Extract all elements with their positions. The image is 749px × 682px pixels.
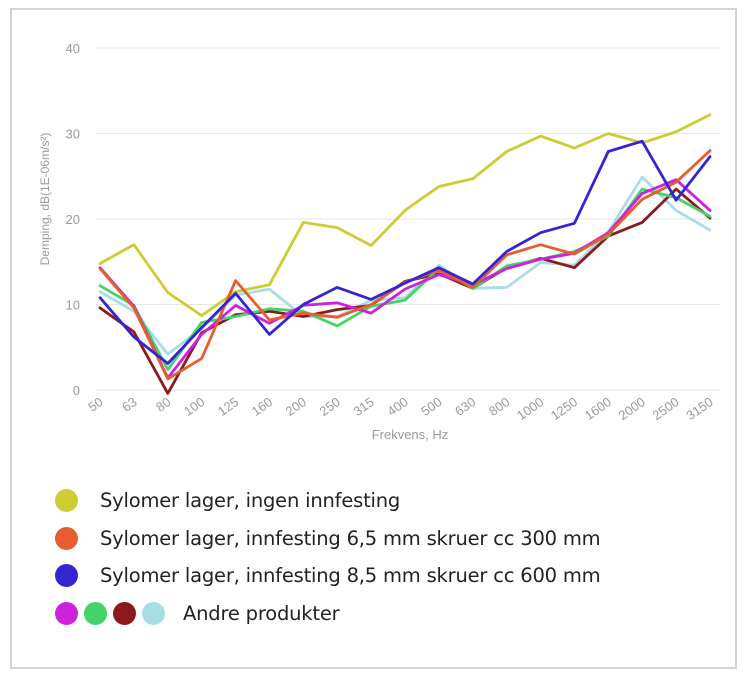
legend-label: Sylomer lager, innfesting 8,5 mm skruer …: [100, 564, 601, 588]
y-tick-label: 20: [66, 212, 80, 227]
y-axis-label: Demping, dB(1E-06m/s²): [38, 133, 52, 266]
legend-label: Sylomer lager, innfesting 6,5 mm skruer …: [100, 526, 601, 550]
legend-swatch-magenta: [55, 601, 78, 625]
legend-item: Andre produkter: [55, 595, 715, 633]
x-tick-label: 160: [249, 394, 275, 419]
legend-item: Sylomer lager, ingen innfesting: [55, 482, 715, 520]
x-tick-label: 1600: [582, 394, 614, 423]
x-tick-label: 1250: [548, 394, 580, 423]
x-tick-label: 315: [350, 394, 376, 419]
legend-item: Sylomer lager, innfesting 6,5 mm skruer …: [55, 520, 715, 558]
x-axis-label: Frekvens, Hz: [372, 427, 449, 442]
legend-swatch-green: [84, 601, 107, 625]
x-tick-label: 500: [418, 394, 444, 419]
y-tick-label: 10: [66, 298, 80, 313]
y-tick-label: 30: [66, 127, 80, 142]
legend-swatch-yellow: [55, 489, 78, 513]
x-tick-label: 100: [181, 394, 207, 419]
x-tick-label: 125: [215, 394, 241, 419]
legend-swatch-lightblue: [142, 601, 165, 625]
x-tick-label: 63: [119, 394, 139, 415]
series-line: [98, 187, 712, 371]
legend-swatch-orange: [55, 526, 78, 550]
line-chart: 0 10 20 30 40 50 63 80 100 125 160 200 250 315 400 500…: [38, 41, 720, 442]
y-tick-label: 0: [73, 383, 80, 398]
x-tick-label: 800: [486, 394, 512, 419]
legend-label: Sylomer lager, ingen innfesting: [100, 489, 401, 513]
grid: [96, 47, 720, 391]
x-tick-label: 50: [85, 394, 105, 415]
x-tick-label: 250: [317, 394, 343, 419]
series-line: [98, 139, 712, 365]
x-tick-label: 200: [283, 394, 309, 419]
x-tick-label: 2000: [616, 394, 648, 423]
legend-swatch-darkred: [113, 601, 136, 625]
legend: Sylomer lager, ingen innfesting Sylomer …: [55, 482, 715, 632]
x-ticks: 50 63 80 100 125 160 200 250 315 400 500 630 800 1000…: [85, 394, 715, 423]
legend-item: Sylomer lager, innfesting 8,5 mm skruer …: [55, 557, 715, 595]
series-line: [98, 175, 712, 356]
series-line: [98, 149, 712, 381]
x-tick-label: 2500: [650, 394, 682, 423]
x-tick-label: 630: [452, 394, 478, 419]
series-line: [98, 113, 712, 318]
x-tick-label: 1000: [514, 394, 546, 423]
y-ticks: 0 10 20 30 40: [66, 41, 80, 398]
y-tick-label: 40: [66, 41, 80, 56]
x-tick-label: 80: [153, 394, 173, 415]
x-tick-label: 400: [384, 394, 410, 419]
figure-frame: [10, 8, 737, 669]
legend-swatch-blue: [55, 564, 78, 588]
x-tick-label: 3150: [683, 394, 715, 423]
series-lines: [98, 113, 712, 395]
legend-label: Andre produkter: [183, 601, 340, 625]
